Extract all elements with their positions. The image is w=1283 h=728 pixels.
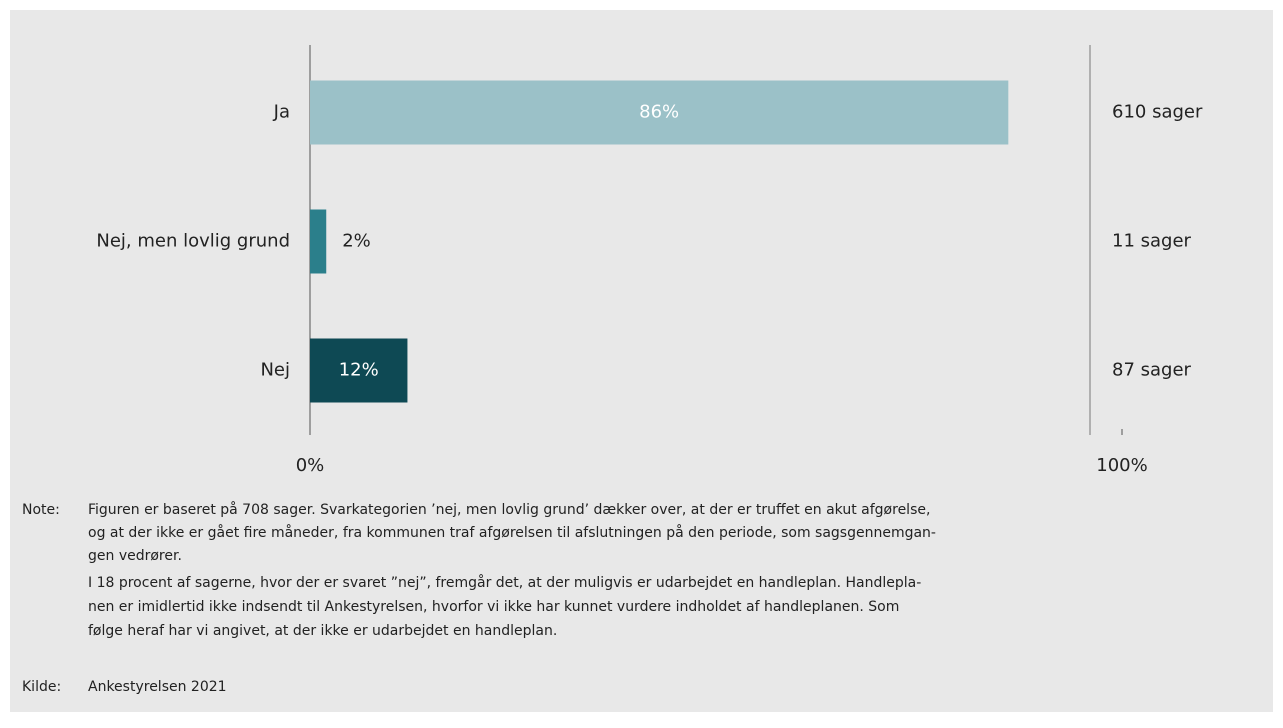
count-label: 610 sager (1112, 102, 1203, 123)
note-label: Note: (22, 502, 60, 518)
count-label: 87 sager (1112, 360, 1192, 381)
note-line: nen er imidlertid ikke indsendt til Anke… (88, 599, 899, 615)
bar (310, 80, 1009, 145)
value-label: 86% (639, 102, 679, 123)
note-line: og at der ikke er gået fire måneder, fra… (88, 524, 936, 541)
bar (310, 338, 408, 403)
category-label: Nej, men lovlig grund (96, 231, 290, 252)
note-line: gen vedrører. (88, 548, 182, 564)
note-line: følge heraf har vi angivet, at der ikke … (88, 623, 557, 639)
source-text: Ankestyrelsen 2021 (88, 679, 227, 695)
category-label: Ja (273, 102, 290, 123)
note-line: I 18 procent af sagerne, hvor der er sva… (88, 574, 921, 591)
value-label: 12% (339, 360, 379, 381)
x-tick-label: 100% (1096, 455, 1147, 476)
value-label: 2% (342, 231, 371, 252)
note-line: Figuren er baseret på 708 sager. Svarkat… (88, 501, 930, 518)
category-label: Nej (260, 360, 290, 381)
source-label: Kilde: (22, 679, 61, 695)
bar (310, 209, 327, 274)
count-label: 11 sager (1112, 231, 1192, 252)
x-tick-label: 0% (296, 455, 325, 476)
